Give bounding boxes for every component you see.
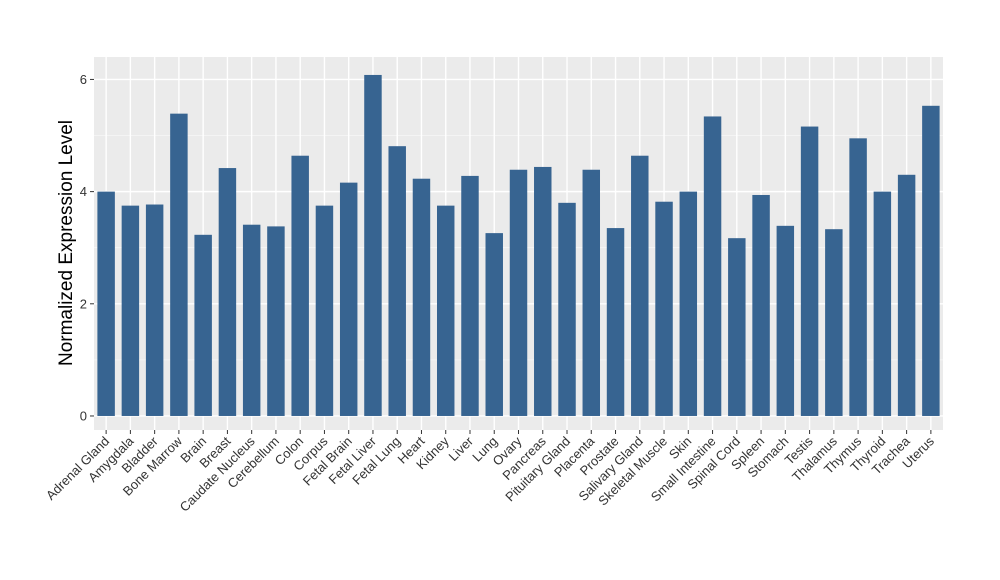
bar <box>825 229 843 416</box>
bar <box>582 169 601 416</box>
bar <box>509 169 528 416</box>
y-axis-title: Normalized Expression Level <box>56 120 77 366</box>
bar <box>315 205 334 416</box>
y-tick-label: 0 <box>80 408 87 423</box>
bar <box>534 166 552 416</box>
bar <box>97 191 115 416</box>
bar <box>897 174 916 416</box>
bar <box>267 226 285 416</box>
bar <box>170 113 188 416</box>
bar <box>485 233 503 416</box>
bar <box>388 146 406 416</box>
bar <box>412 178 431 416</box>
bar <box>242 224 261 416</box>
bar <box>873 191 892 416</box>
bar <box>339 182 358 416</box>
y-axis: 0 2 4 6 <box>80 72 94 423</box>
y-tick-label: 4 <box>80 184 87 199</box>
bar <box>655 201 673 416</box>
bars <box>97 74 940 416</box>
y-tick-label: 2 <box>80 296 87 311</box>
bar <box>194 234 212 416</box>
bar <box>606 228 625 416</box>
bar <box>218 168 237 416</box>
bar <box>849 138 867 416</box>
bar <box>752 194 770 416</box>
bar <box>364 74 382 416</box>
bar <box>776 225 795 416</box>
bar <box>121 205 140 416</box>
bar <box>291 155 309 416</box>
bar <box>631 155 649 416</box>
bar <box>728 238 746 416</box>
bar <box>461 175 479 416</box>
bar <box>558 202 576 416</box>
bar <box>679 191 698 416</box>
bar <box>436 205 455 416</box>
bar <box>800 126 819 416</box>
x-tick-label: Liver <box>446 433 477 464</box>
bar <box>703 116 722 416</box>
y-tick-label: 6 <box>80 72 87 87</box>
bar <box>145 204 164 416</box>
bar <box>922 105 940 416</box>
